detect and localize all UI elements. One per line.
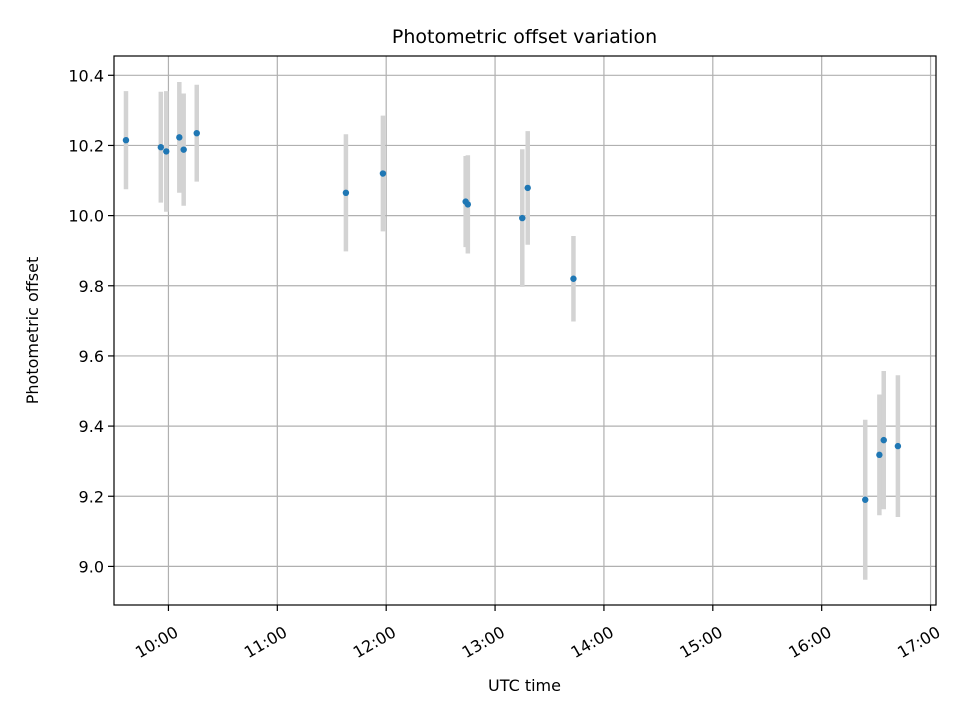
y-tick-label: 9.4 [79,417,104,436]
data-point [193,129,200,137]
y-tick-label: 10.0 [68,207,104,226]
data-point [157,144,165,151]
data-points [122,129,902,503]
y-tick-label: 10.4 [68,66,104,85]
data-point [570,275,577,282]
y-axis-label: Photometric offset [23,257,42,405]
data-point [122,136,130,144]
data-point [876,451,883,459]
data-point [880,436,887,444]
data-point [163,148,170,155]
grid [114,56,936,605]
y-axis-ticks: 9.0 9.2 9.4 9.6 9.8 10.0 10.2 10.4 [68,66,114,576]
data-point [176,134,183,141]
plot-frame [113,55,937,606]
data-point [519,214,526,222]
y-tick-label: 9.8 [79,277,104,296]
data-point [180,146,187,153]
y-tick-label: 9.6 [79,347,104,366]
data-point [464,201,472,208]
data-point [894,442,902,450]
y-tick-label: 10.2 [68,136,104,155]
data-point [379,170,387,177]
data-point [342,189,350,197]
data-point [862,496,869,503]
y-tick-label: 9.0 [79,557,104,576]
data-point [524,184,531,192]
x-axis-label: UTC time [488,676,561,695]
y-tick-label: 9.2 [79,487,104,506]
chart-title: Photometric offset variation [392,26,657,48]
